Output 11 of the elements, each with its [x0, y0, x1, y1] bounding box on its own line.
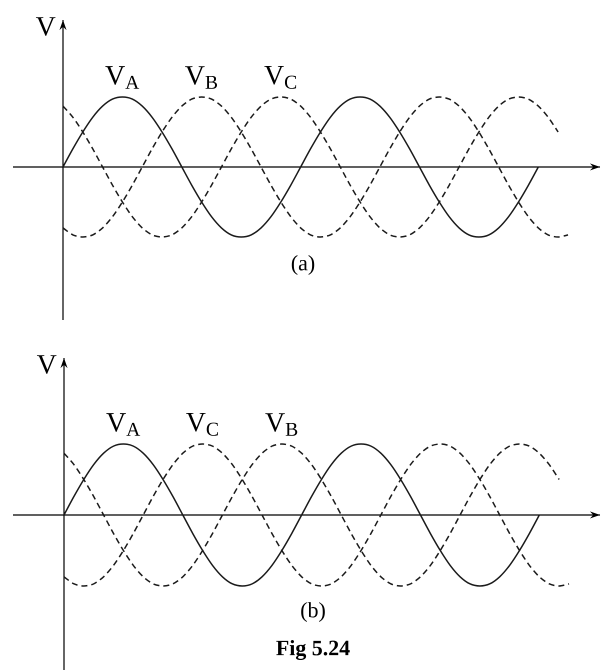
- series-label: V$_{B}$: [265, 413, 298, 436]
- caption: Fig 5.24: [276, 640, 350, 660]
- text: (a): [292, 255, 314, 275]
- series-label: V$_{B}$: [185, 66, 218, 89]
- series-label: V$_{A}$: [106, 413, 140, 436]
- series-label: V$_{C}$: [264, 66, 296, 89]
- y-axis-title: V: [36, 355, 56, 374]
- text: (b): [301, 602, 325, 622]
- series-label: V$_{C}$: [186, 412, 218, 436]
- series-label: V$_{A}$: [105, 66, 140, 89]
- y-axis-title: V: [36, 17, 56, 36]
